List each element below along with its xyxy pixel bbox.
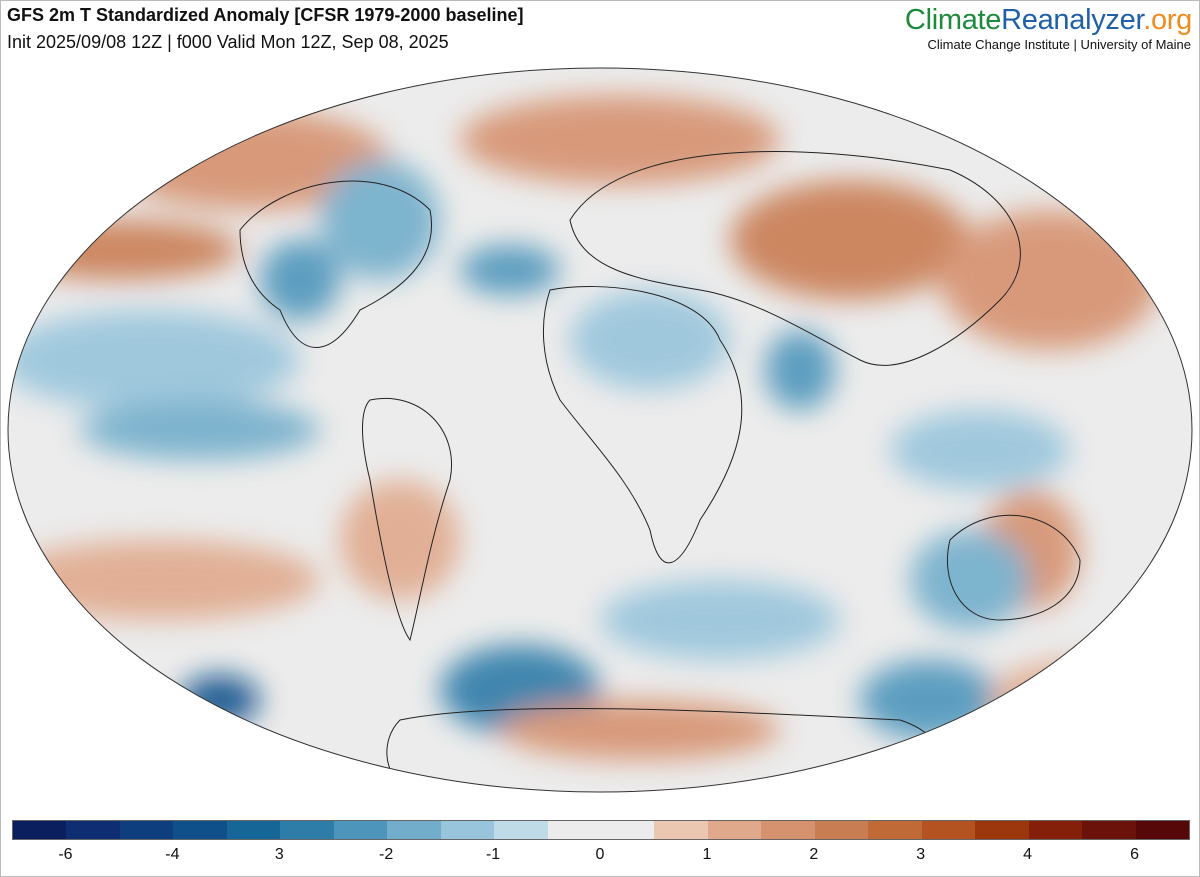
logo-subtitle: Climate Change Institute | University of…	[927, 37, 1192, 52]
colorbar-swatch	[921, 821, 976, 839]
colorbar-tick-label: -6	[58, 846, 73, 863]
colorbar-swatch	[1082, 821, 1136, 839]
colorbar-swatch	[226, 821, 281, 839]
colorbar-swatch	[280, 821, 334, 839]
colorbar-tick-label: 3	[274, 846, 284, 863]
map-title: GFS 2m T Standardized Anomaly [CFSR 1979…	[7, 5, 524, 25]
logo-part-3: .org	[1143, 4, 1192, 36]
colorbar-swatch	[494, 821, 548, 839]
colorbar-swatch	[600, 821, 655, 839]
colorbar-swatch	[814, 821, 869, 839]
climate-reanalyzer-logo[interactable]: ClimateReanalyzer.org	[905, 4, 1192, 37]
colorbar-swatch	[173, 821, 227, 839]
map-subtitle: Init 2025/09/08 12Z | f000 Valid Mon 12Z…	[7, 32, 449, 52]
colorbar-swatch	[761, 821, 815, 839]
colorbar	[12, 820, 1190, 840]
colorbar-tick-label: -2	[379, 846, 394, 863]
colorbar-swatch	[868, 821, 922, 839]
colorbar-swatch	[13, 821, 67, 839]
colorbar-swatch	[707, 821, 762, 839]
colorbar-tick-label: 2	[809, 846, 819, 863]
colorbar-swatch	[440, 821, 495, 839]
coastlines	[239, 151, 1081, 792]
world-anomaly-map	[7, 67, 1193, 793]
colorbar-tick-label: 1	[702, 846, 712, 863]
colorbar-swatch	[387, 821, 441, 839]
colorbar-swatch	[975, 821, 1029, 839]
colorbar-swatch	[66, 821, 120, 839]
colorbar-tick-label: 0	[595, 846, 605, 863]
colorbar-tick-label: 3	[916, 846, 926, 863]
colorbar-tick-label: 4	[1023, 846, 1033, 863]
colorbar-swatch	[547, 821, 601, 839]
colorbar-swatch	[333, 821, 388, 839]
colorbar-tick-label: -4	[165, 846, 180, 863]
colorbar-swatch	[119, 821, 174, 839]
colorbar-tick-label: -1	[485, 846, 501, 863]
logo-part-2: Reanalyzer	[1001, 4, 1144, 36]
colorbar-swatch	[1028, 821, 1083, 839]
colorbar-swatch	[1135, 821, 1189, 839]
colorbar-swatch	[654, 821, 708, 839]
colorbar-ticks: -6 -4 3 -2 -1 0 1 2 3 4 6	[0, 846, 1200, 866]
colorbar-tick-label: 6	[1130, 846, 1139, 863]
logo-part-1: Climate	[904, 4, 1002, 36]
